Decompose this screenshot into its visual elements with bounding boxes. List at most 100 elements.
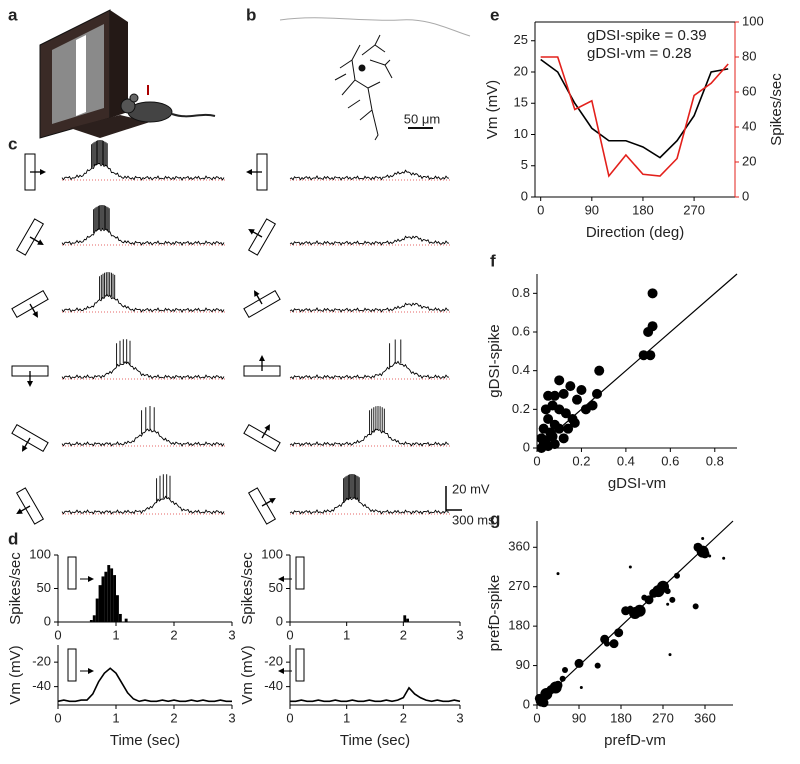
stimulus-arrowhead	[40, 169, 46, 175]
reference-line	[536, 273, 738, 449]
point	[539, 698, 549, 708]
y-tick-label: 0.6	[512, 323, 530, 338]
point	[556, 572, 560, 576]
point	[694, 543, 698, 547]
y2-axis-label: Spikes/sec	[768, 73, 785, 146]
x-tick-label: 0	[54, 710, 61, 725]
point	[565, 381, 576, 392]
stimulus-arrowhead	[269, 498, 276, 504]
point	[666, 602, 670, 606]
bar	[406, 618, 409, 622]
y-tick-label: -20	[264, 654, 283, 669]
point	[649, 588, 659, 598]
x-tick-label: 0	[54, 627, 61, 642]
stimulus-icon	[15, 487, 45, 525]
annotation: gDSI-vm = 0.28	[587, 45, 692, 62]
series-line	[540, 58, 729, 159]
point	[664, 588, 671, 595]
point	[560, 408, 571, 419]
y-tick-label: -20	[32, 654, 51, 669]
stimulus-icon	[243, 355, 281, 377]
bar	[118, 613, 122, 622]
panel-label: e	[490, 5, 499, 24]
stimulus-icon	[247, 218, 277, 256]
panel-label: a	[8, 5, 18, 24]
y-tick-label: 50	[269, 580, 283, 595]
point	[547, 431, 558, 442]
y-tick-label: 0	[521, 188, 528, 203]
x-tick-label: 1	[343, 710, 350, 725]
x-tick-label: 0	[533, 453, 540, 468]
bar	[104, 571, 108, 622]
point	[641, 594, 648, 601]
x-axis-label: Time (sec)	[110, 732, 180, 749]
x-tick-label: 3	[228, 627, 235, 642]
panel-label: b	[246, 5, 256, 24]
stimulus-bar	[67, 556, 77, 590]
x-axis-label: Time (sec)	[340, 732, 410, 749]
illustration	[39, 9, 216, 139]
point	[558, 433, 569, 444]
x-tick-label: 90	[585, 202, 599, 217]
point	[549, 439, 560, 450]
point	[554, 375, 565, 386]
point	[627, 605, 634, 612]
trace	[61, 272, 225, 313]
scale-bar-label: 50 μm	[404, 111, 440, 126]
scale-bar-label: 20 mV	[452, 481, 490, 496]
stimulus-bar	[295, 648, 305, 682]
y-axis-label: gDSI-spike	[486, 324, 503, 397]
trace	[61, 406, 225, 447]
bar	[98, 585, 102, 622]
trace	[61, 339, 225, 380]
x-tick-label: 2	[400, 710, 407, 725]
point	[576, 385, 587, 395]
y-tick-label: 15	[514, 95, 528, 110]
point	[647, 288, 658, 299]
x-tick-label: 2	[400, 627, 407, 642]
y2-tick-label: 60	[742, 83, 756, 98]
x-tick-label: 1	[112, 627, 119, 642]
y-tick-label: 0	[523, 696, 530, 711]
y-tick-label: 20	[514, 63, 528, 78]
x-tick-label: 90	[572, 710, 586, 725]
stimulus-arrowhead	[278, 576, 284, 582]
y-tick-label: 360	[508, 539, 530, 554]
x-tick-label: 0.6	[661, 453, 679, 468]
bar	[124, 618, 128, 622]
point	[587, 400, 598, 411]
stimulus-arrowhead	[254, 290, 260, 297]
bar	[116, 595, 119, 622]
point	[572, 394, 582, 405]
y-tick-label: 100	[29, 546, 51, 561]
x-tick-label: 0	[286, 627, 293, 642]
panel-label: f	[490, 251, 496, 270]
point	[708, 554, 712, 558]
x-tick-label: 0	[537, 202, 544, 217]
trace	[61, 205, 225, 246]
y-tick-label: 0	[523, 439, 530, 454]
panel-label: c	[8, 134, 17, 153]
point	[536, 443, 547, 453]
point	[604, 640, 610, 647]
point	[554, 423, 565, 434]
y-tick-label: -40	[32, 678, 51, 693]
x-tick-label: 180	[610, 710, 632, 725]
y-tick-label: 0.2	[512, 401, 530, 416]
point	[558, 388, 569, 399]
x-tick-label: 0.8	[706, 453, 724, 468]
stimulus-arrowhead	[259, 355, 265, 361]
stimulus-bar	[11, 423, 49, 453]
stimulus-arrowhead	[16, 508, 23, 514]
stimulus-icon	[11, 365, 49, 387]
y-tick-label: 0	[276, 613, 283, 628]
y-axis-label: Vm (mV)	[7, 645, 24, 704]
x-tick-label: 270	[652, 710, 674, 725]
traces	[11, 140, 450, 525]
x-tick-label: 3	[456, 710, 463, 725]
y2-tick-label: 100	[742, 13, 764, 28]
stimulus-arrowhead	[278, 668, 284, 674]
annotation: gDSI-spike = 0.39	[587, 27, 707, 44]
y-axis-label: Spikes/sec	[7, 552, 24, 625]
